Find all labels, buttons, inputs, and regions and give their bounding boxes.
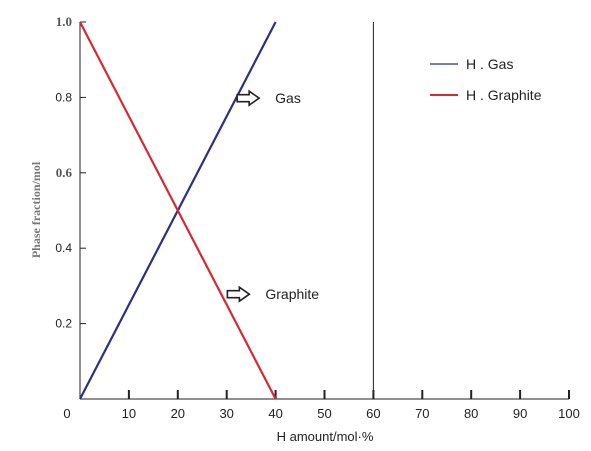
y-tick-label: 0.8 <box>55 90 72 104</box>
y-tick-label: 0.6 <box>56 165 73 180</box>
x-tick-label: 100 <box>558 406 580 421</box>
annotation-gas: Gas <box>236 89 301 107</box>
legend: H . Gas H . Graphite <box>430 56 542 103</box>
legend-label-gas: H . Gas <box>466 56 513 72</box>
annotation-graphite: Graphite <box>226 285 319 303</box>
x-tick-label: 30 <box>219 406 233 421</box>
annotation-graphite-label: Graphite <box>265 286 319 302</box>
plot-frame <box>79 22 569 400</box>
x-tick-label: 40 <box>268 406 282 421</box>
x-tick-label: 0 <box>63 406 70 421</box>
y-tick-label: 0.2 <box>55 317 72 331</box>
x-axis-label: H amount/mol·% <box>277 429 374 444</box>
x-tick-label: 70 <box>415 406 429 421</box>
x-tick-label: 60 <box>366 406 380 421</box>
legend-label-graphite: H . Graphite <box>466 87 542 103</box>
y-ticks: 0.2 0.4 0.6 0.8 1.0 <box>55 14 86 331</box>
right-arrow-icon <box>226 285 251 303</box>
x-tick-label: 10 <box>122 406 136 421</box>
right-arrow-icon <box>236 89 261 107</box>
annotation-gas-label: Gas <box>275 90 301 106</box>
x-tick-label: 20 <box>171 406 185 421</box>
x-tick-label: 90 <box>513 406 527 421</box>
x-tick-label: 50 <box>317 406 331 421</box>
series-line-graphite <box>79 21 277 400</box>
y-tick-label: 1.0 <box>56 14 72 29</box>
series-layer <box>79 21 277 400</box>
y-tick-label: 0.4 <box>55 241 72 255</box>
x-ticks: 0 10 20 30 40 50 60 70 80 90 100 <box>63 390 580 421</box>
y-axis-label: Phase fraction/mol <box>29 161 43 258</box>
x-tick-label: 80 <box>464 406 478 421</box>
